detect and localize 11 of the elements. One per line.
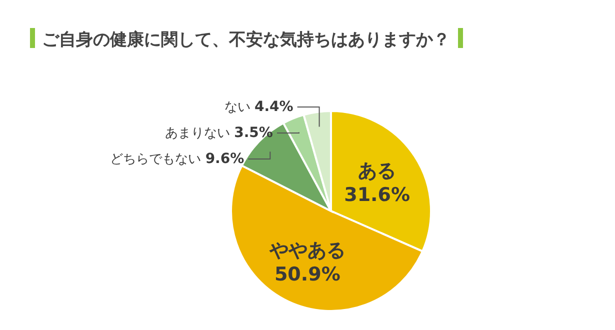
slice-label: あまりない [164,126,230,141]
data-label: 9.6% [205,151,244,167]
data-label: 3.5% [234,125,273,141]
slice-label: ない [224,100,250,115]
slice-label: ある [358,160,396,182]
data-label: 50.9% [274,264,340,286]
data-label: 31.6% [344,184,410,206]
slice-label: ややある [268,240,346,262]
data-label: 4.4% [254,99,294,115]
slice-label: どちらでもない [110,152,202,167]
chart-title: ご自身の健康に関して、不安な気持ちはありますか？ [42,30,450,50]
